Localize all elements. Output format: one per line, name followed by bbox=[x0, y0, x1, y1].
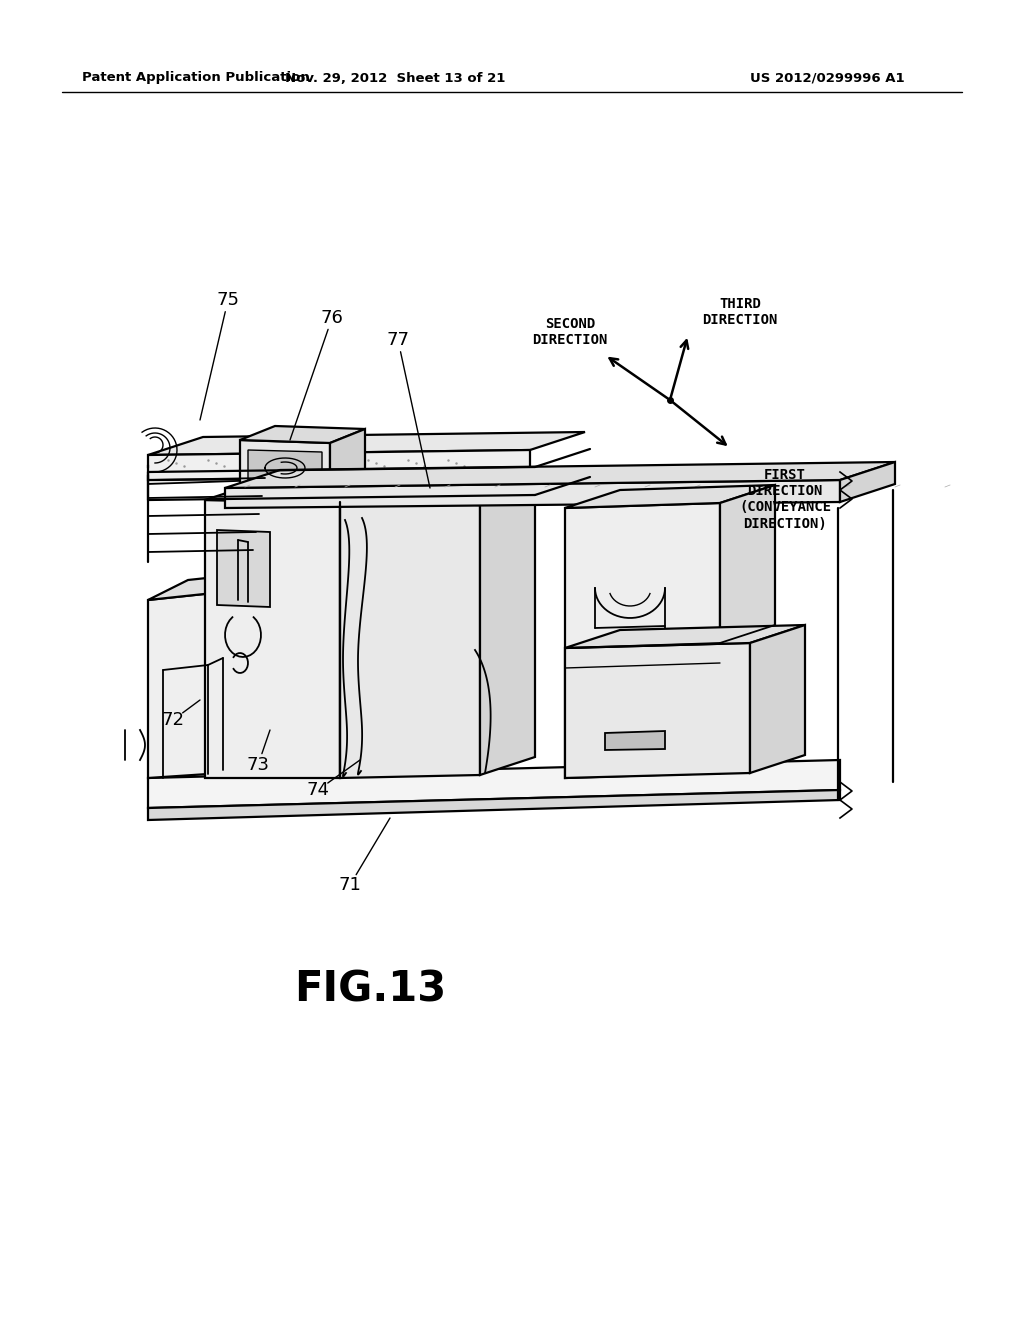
Polygon shape bbox=[217, 531, 270, 607]
Polygon shape bbox=[565, 503, 720, 777]
Text: Patent Application Publication: Patent Application Publication bbox=[82, 71, 309, 84]
Polygon shape bbox=[148, 432, 585, 455]
Polygon shape bbox=[148, 760, 840, 808]
Polygon shape bbox=[565, 484, 775, 508]
Text: 71: 71 bbox=[339, 876, 361, 894]
Polygon shape bbox=[720, 484, 775, 774]
Polygon shape bbox=[248, 450, 322, 483]
Text: FIG.13: FIG.13 bbox=[294, 969, 446, 1011]
Polygon shape bbox=[223, 572, 263, 774]
Polygon shape bbox=[225, 480, 840, 508]
Polygon shape bbox=[605, 731, 665, 750]
Polygon shape bbox=[205, 500, 340, 777]
Text: SECOND
DIRECTION: SECOND DIRECTION bbox=[532, 317, 607, 347]
Polygon shape bbox=[205, 482, 395, 502]
Polygon shape bbox=[148, 469, 265, 484]
Polygon shape bbox=[330, 429, 365, 490]
Text: 72: 72 bbox=[162, 711, 184, 729]
Text: 73: 73 bbox=[247, 756, 269, 774]
Polygon shape bbox=[340, 484, 535, 506]
Polygon shape bbox=[840, 462, 895, 502]
Text: Nov. 29, 2012  Sheet 13 of 21: Nov. 29, 2012 Sheet 13 of 21 bbox=[285, 71, 505, 84]
Polygon shape bbox=[240, 440, 330, 490]
Polygon shape bbox=[240, 426, 365, 444]
Polygon shape bbox=[148, 591, 223, 777]
Polygon shape bbox=[148, 789, 840, 820]
Polygon shape bbox=[480, 487, 535, 775]
Polygon shape bbox=[565, 624, 805, 648]
Polygon shape bbox=[750, 624, 805, 774]
Text: US 2012/0299996 A1: US 2012/0299996 A1 bbox=[750, 71, 904, 84]
Polygon shape bbox=[148, 572, 263, 601]
Text: FIRST
DIRECTION
(CONVEYANCE
DIRECTION): FIRST DIRECTION (CONVEYANCE DIRECTION) bbox=[739, 469, 831, 531]
Text: 77: 77 bbox=[386, 331, 410, 348]
Polygon shape bbox=[148, 450, 530, 480]
Text: 74: 74 bbox=[306, 781, 330, 799]
Text: THIRD
DIRECTION: THIRD DIRECTION bbox=[702, 297, 777, 327]
Polygon shape bbox=[565, 643, 750, 777]
Text: 76: 76 bbox=[321, 309, 343, 327]
Text: 75: 75 bbox=[216, 290, 240, 309]
Polygon shape bbox=[340, 502, 480, 777]
Polygon shape bbox=[225, 462, 895, 488]
